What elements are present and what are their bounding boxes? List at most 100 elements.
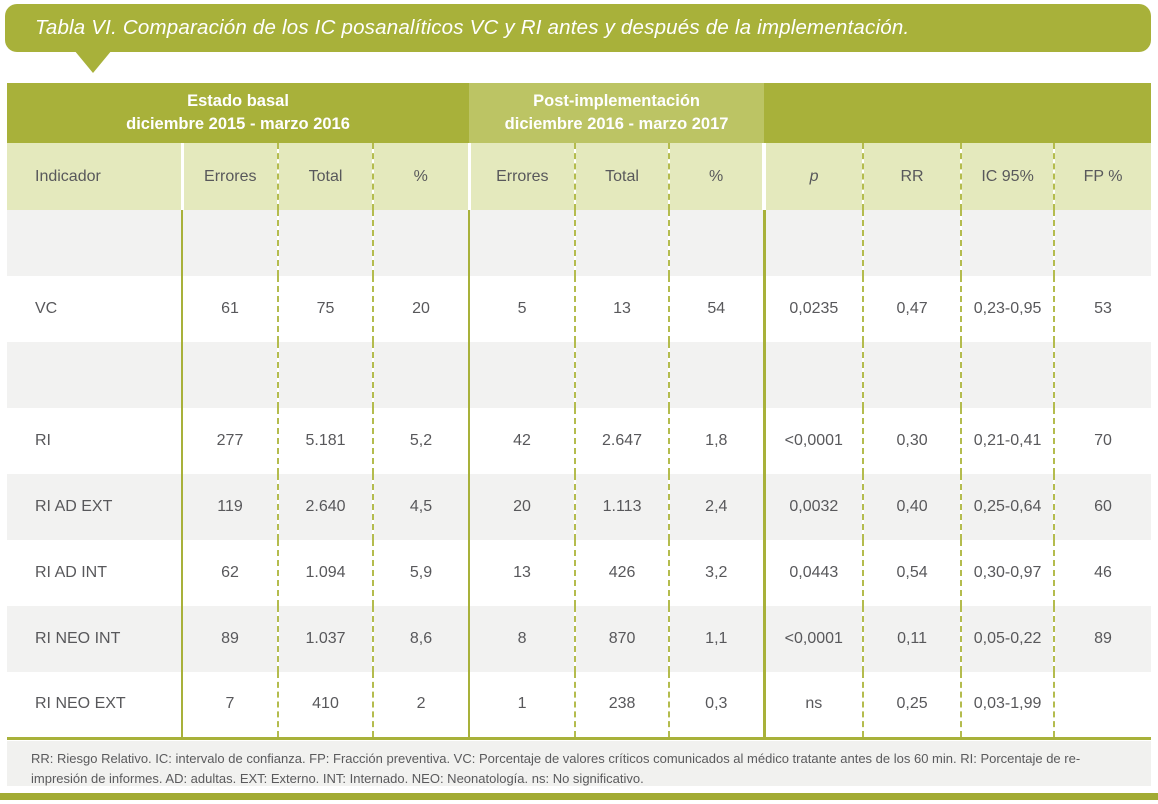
table-row-spacer-1 xyxy=(7,210,1152,276)
table-cell: 0,0032 xyxy=(762,474,864,540)
table-cell: 5 xyxy=(468,276,576,342)
table-row-vc: VC 61 75 20 5 13 54 0,0235 0,47 0,23-0,95 53 xyxy=(7,276,1152,342)
table-cell: 2.640 xyxy=(277,474,373,540)
table-cell xyxy=(277,210,373,276)
table-cell: 410 xyxy=(277,672,373,740)
table-cell xyxy=(574,342,670,408)
column-header-errores-basal: Errores xyxy=(180,143,278,210)
table-cell: 0,30 xyxy=(862,408,962,474)
table-cell xyxy=(1053,342,1152,408)
table-cell: 1,8 xyxy=(668,408,765,474)
table-cell: 70 xyxy=(1053,408,1152,474)
table-cell: 2,4 xyxy=(668,474,765,540)
table-cell xyxy=(668,342,765,408)
bottom-accent-bar xyxy=(0,793,1158,800)
table-cell: 238 xyxy=(574,672,670,740)
table-cell: 1.113 xyxy=(574,474,670,540)
table-cell: 75 xyxy=(277,276,373,342)
column-header-total-basal: Total xyxy=(277,143,373,210)
table-row-ri: RI 277 5.181 5,2 42 2.647 1,8 <0,0001 0,30 0,21-0… xyxy=(7,408,1152,474)
table-cell: 8 xyxy=(468,606,576,672)
table-cell xyxy=(668,210,765,276)
comparison-table: Estado basal diciembre 2015 - marzo 2016… xyxy=(7,83,1152,740)
table-cell: 0,25 xyxy=(862,672,962,740)
table-footnote: RR: Riesgo Relativo. IC: intervalo de co… xyxy=(7,741,1151,786)
table-cell xyxy=(277,342,373,408)
group-header-post-implementacion: Post-implementación diciembre 2016 - mar… xyxy=(469,83,765,143)
table-cell: 0,11 xyxy=(862,606,962,672)
table-cell xyxy=(1053,210,1152,276)
group-label-line1: Post-implementación xyxy=(533,91,700,110)
group-label-line1: Estado basal xyxy=(187,91,289,110)
table-cell: 0,3 xyxy=(668,672,765,740)
group-label-line2: diciembre 2015 - marzo 2016 xyxy=(126,115,350,133)
table-cell: 0,03-1,99 xyxy=(960,672,1055,740)
table-cell: 53 xyxy=(1053,276,1152,342)
table-row-ri-neo-ext: RI NEO EXT 7 410 2 1 238 0,3 ns 0,25 0,03-1,99 xyxy=(7,672,1152,740)
table-cell xyxy=(468,210,576,276)
column-header-ic95: IC 95% xyxy=(960,143,1055,210)
table-cell: 42 xyxy=(468,408,576,474)
table-cell: 426 xyxy=(574,540,670,606)
table-cell: 62 xyxy=(181,540,278,606)
table-cell: 870 xyxy=(574,606,670,672)
table-cell xyxy=(762,210,864,276)
table-row-spacer-2 xyxy=(7,342,1152,408)
group-header-estado-basal: Estado basal diciembre 2015 - marzo 2016 xyxy=(7,83,470,143)
table-cell: 2.647 xyxy=(574,408,670,474)
table-cell: 20 xyxy=(468,474,576,540)
column-header-p-value: p xyxy=(762,143,864,210)
column-header-errores-post: Errores xyxy=(467,143,576,210)
table-cell: 0,21-0,41 xyxy=(960,408,1055,474)
table-row-ri-neo-int: RI NEO INT 89 1.037 8,6 8 870 1,1 <0,0001 0,11 0,… xyxy=(7,606,1152,672)
column-header-fp: FP % xyxy=(1053,143,1152,210)
table-cell: 2 xyxy=(371,672,470,740)
group-header-row: Estado basal diciembre 2015 - marzo 2016… xyxy=(7,83,1152,143)
table-cell xyxy=(181,342,278,408)
table-cell xyxy=(862,210,962,276)
column-header-indicador: Indicador xyxy=(7,143,182,210)
row-label: RI AD INT xyxy=(35,564,108,581)
table-cell: 61 xyxy=(181,276,278,342)
row-label: RI NEO INT xyxy=(35,630,121,647)
title-pointer-triangle xyxy=(74,50,112,73)
table-cell: 3,2 xyxy=(668,540,765,606)
table-cell xyxy=(762,342,864,408)
table-cell: 277 xyxy=(181,408,278,474)
table-cell: 0,0235 xyxy=(762,276,864,342)
table-row-ri-ad-int: RI AD INT 62 1.094 5,9 13 426 3,2 0,0443 0,54 0,3… xyxy=(7,540,1152,606)
table-cell: 119 xyxy=(181,474,278,540)
row-label: RI xyxy=(35,432,51,449)
table-cell xyxy=(1053,672,1152,740)
row-label: RI AD EXT xyxy=(35,498,113,515)
table-cell: <0,0001 xyxy=(762,606,864,672)
table-cell: 0,23-0,95 xyxy=(960,276,1055,342)
table-cell: 1,1 xyxy=(668,606,765,672)
table-cell: 8,6 xyxy=(371,606,470,672)
column-header-pct-basal: % xyxy=(371,143,470,210)
table-cell: 0,25-0,64 xyxy=(960,474,1055,540)
table-cell: 4,5 xyxy=(371,474,470,540)
table-cell: 13 xyxy=(574,276,670,342)
table-cell: 60 xyxy=(1053,474,1152,540)
table-cell: 1.094 xyxy=(277,540,373,606)
group-header-statistics-blank xyxy=(764,83,1152,143)
row-label xyxy=(7,342,182,408)
table-row-ri-ad-ext: RI AD EXT 119 2.640 4,5 20 1.113 2,4 0,0032 0,40… xyxy=(7,474,1152,540)
table-cell xyxy=(468,342,576,408)
table-cell: 5,2 xyxy=(371,408,470,474)
column-header-row: Indicador Errores Total % Errores Total … xyxy=(7,143,1152,210)
table-cell: 89 xyxy=(181,606,278,672)
table-cell: 0,54 xyxy=(862,540,962,606)
table-cell: 13 xyxy=(468,540,576,606)
row-label xyxy=(7,210,182,276)
table-cell: 1.037 xyxy=(277,606,373,672)
table-cell xyxy=(960,342,1055,408)
table-cell: 7 xyxy=(181,672,278,740)
table-cell: 5.181 xyxy=(277,408,373,474)
table-cell xyxy=(371,210,470,276)
row-label: VC xyxy=(35,300,58,317)
footnote-text: RR: Riesgo Relativo. IC: intervalo de co… xyxy=(31,751,1081,787)
column-header-pct-post: % xyxy=(668,143,765,210)
table-cell xyxy=(862,342,962,408)
